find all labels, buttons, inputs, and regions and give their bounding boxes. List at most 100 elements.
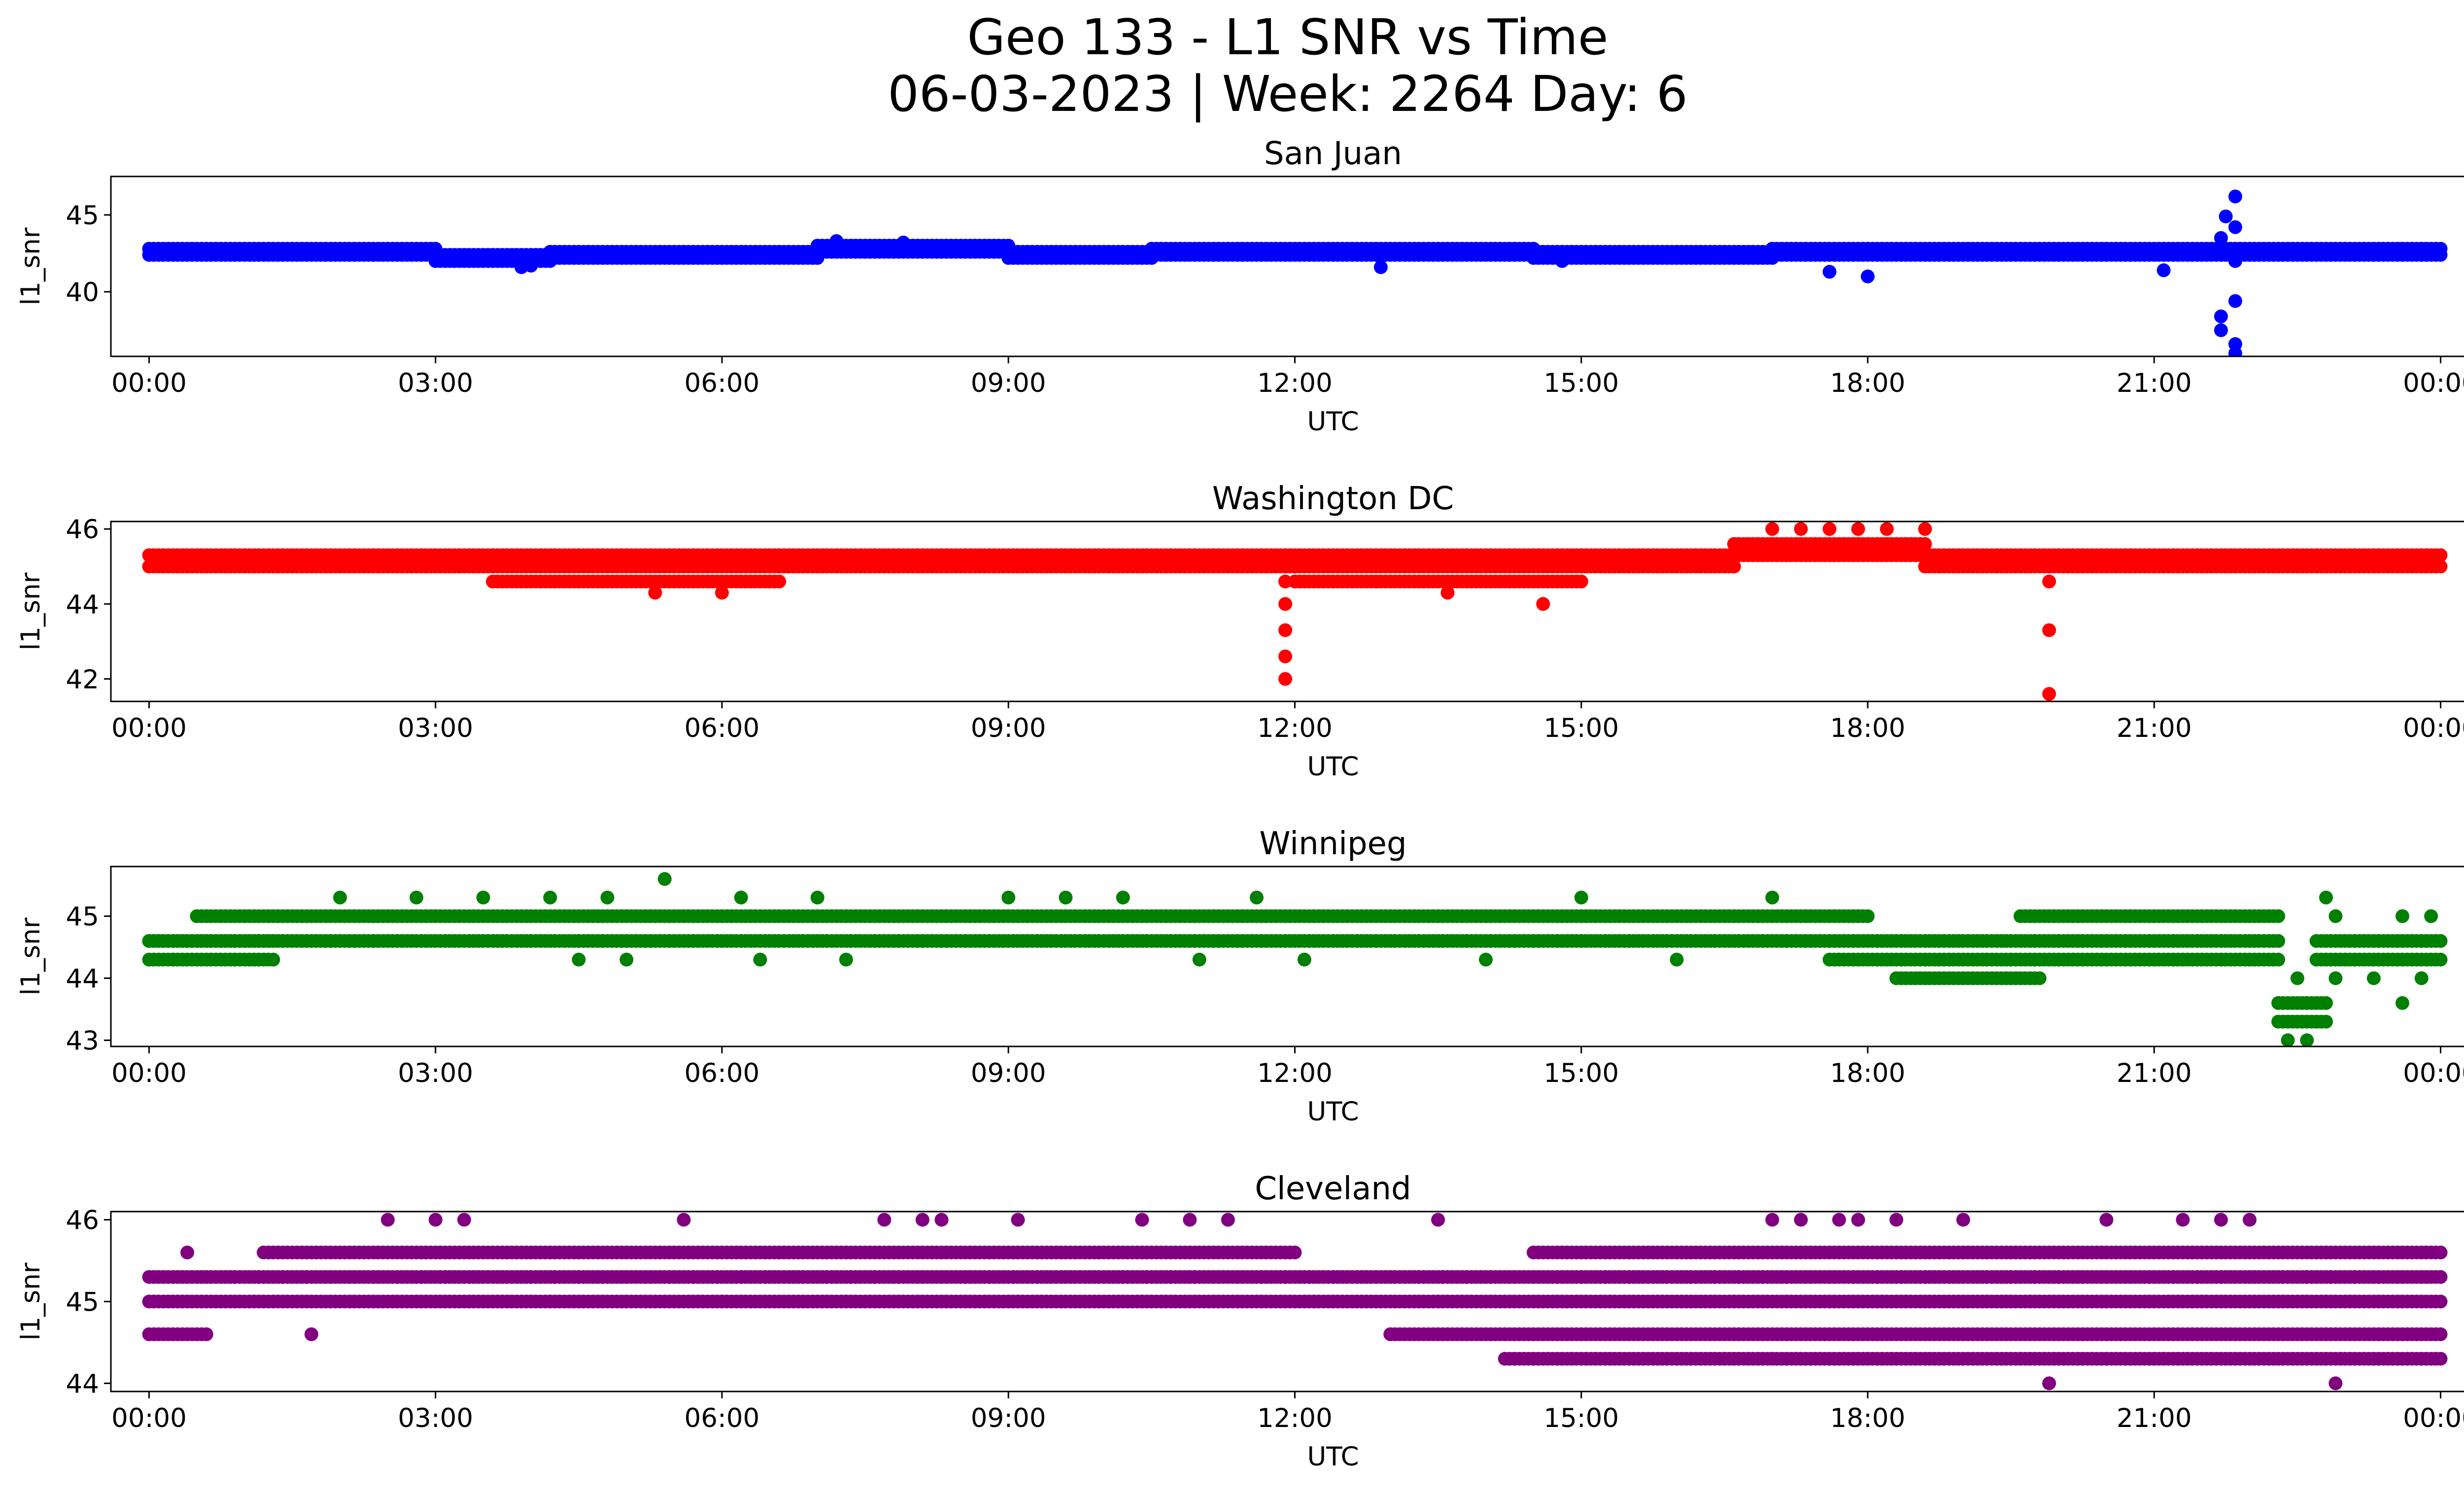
data-point — [2319, 1014, 2333, 1029]
data-point — [1727, 559, 1741, 574]
data-point — [2433, 559, 2448, 574]
data-point — [2032, 971, 2047, 985]
data-point — [2433, 934, 2448, 948]
data-point — [753, 952, 767, 967]
data-point — [2433, 548, 2448, 562]
y-axis-label: l1_snr — [16, 227, 46, 305]
data-point — [2228, 189, 2242, 204]
x-tick-label: 21:00 — [2117, 368, 2192, 398]
x-tick-label: 00:00 — [2403, 713, 2464, 743]
data-point — [543, 890, 557, 904]
x-tick-label: 00:00 — [2403, 1058, 2464, 1088]
data-point — [199, 1327, 213, 1341]
data-points — [142, 522, 2448, 701]
x-tick-label: 03:00 — [398, 1058, 473, 1088]
data-point — [1574, 890, 1588, 904]
y-tick-label: 45 — [66, 902, 99, 932]
x-tick-label: 06:00 — [684, 368, 760, 398]
data-point — [2271, 909, 2286, 923]
data-point — [2228, 254, 2242, 268]
data-point — [1670, 952, 1684, 967]
data-point — [1192, 952, 1206, 967]
data-points — [142, 189, 2448, 356]
data-point — [2214, 323, 2228, 337]
x-tick-label: 21:00 — [2117, 713, 2192, 743]
axes-frame — [110, 866, 2464, 1047]
data-point — [2366, 971, 2381, 985]
data-point — [2281, 1033, 2295, 1046]
x-tick-label: 15:00 — [1543, 368, 1619, 398]
data-point — [2433, 1294, 2448, 1309]
x-tick-label: 00:00 — [2403, 368, 2464, 398]
axes-frame — [110, 175, 2464, 357]
data-point — [2271, 934, 2286, 948]
data-point — [657, 872, 672, 886]
data-point — [2228, 220, 2242, 234]
x-tick-label: 09:00 — [971, 1058, 1046, 1088]
data-point — [2396, 996, 2409, 1010]
data-point — [734, 890, 748, 904]
y-tick-label: 44 — [66, 590, 99, 620]
data-point — [1116, 890, 1130, 904]
data-point — [2228, 294, 2242, 308]
data-point — [2414, 971, 2429, 985]
data-point — [600, 890, 615, 904]
data-point — [2319, 890, 2333, 904]
x-axis-label: UTC — [1307, 752, 1359, 782]
data-point — [1861, 909, 1875, 923]
data-point — [1479, 952, 1493, 967]
x-tick-label: 00:00 — [111, 368, 187, 398]
x-tick-label: 15:00 — [1543, 1058, 1619, 1088]
y-tick-label: 44 — [66, 964, 99, 994]
x-tick-label: 18:00 — [1830, 1058, 1906, 1088]
data-point — [2424, 909, 2438, 923]
data-point — [619, 952, 634, 967]
x-tick-label: 18:00 — [1830, 368, 1906, 398]
data-point — [1278, 672, 1293, 686]
x-tick-label: 12:00 — [1257, 713, 1333, 743]
data-point — [2433, 952, 2448, 967]
data-point — [2290, 971, 2304, 985]
y-axis-label: l1_snr — [16, 572, 46, 650]
data-point — [410, 890, 423, 904]
subplot-title: Washington DC — [1212, 481, 1454, 517]
x-tick-label: 12:00 — [1257, 1058, 1333, 1088]
y-tick-label: 45 — [66, 201, 99, 231]
data-point — [896, 236, 911, 250]
axes-frame — [110, 521, 2464, 702]
x-tick-label: 00:00 — [111, 1058, 187, 1088]
data-point — [1278, 574, 1293, 589]
x-tick-label: 00:00 — [111, 713, 187, 743]
data-point — [1765, 890, 1780, 904]
data-point — [1918, 522, 1932, 536]
x-axis-label: UTC — [1307, 1097, 1359, 1127]
data-point — [333, 890, 347, 904]
y-tick-label: 40 — [66, 278, 99, 308]
data-point — [1250, 890, 1264, 904]
data-point — [2396, 909, 2409, 923]
data-point — [1851, 522, 1865, 536]
data-point — [1001, 890, 1016, 904]
subplot-title: San Juan — [1264, 136, 1402, 172]
x-tick-label: 03:00 — [398, 368, 473, 398]
data-point — [1278, 623, 1293, 637]
data-point — [1440, 586, 1455, 600]
figure-title-line2: 06-03-2023 | Week: 2264 Day: 6 — [888, 65, 1687, 123]
data-point — [1373, 260, 1388, 275]
x-tick-label: 06:00 — [684, 1058, 760, 1088]
data-point — [2328, 909, 2343, 923]
y-tick-label: 42 — [66, 664, 99, 695]
y-tick-label: 46 — [66, 515, 99, 545]
data-point — [2319, 996, 2333, 1010]
subplot-title: Winnipeg — [1259, 826, 1406, 862]
data-point — [839, 952, 853, 967]
data-point — [447, 254, 462, 268]
data-point — [2433, 1327, 2448, 1341]
subplot-title: Cleveland — [1255, 1171, 1411, 1207]
data-point — [524, 258, 538, 273]
data-point — [648, 586, 662, 600]
data-point — [715, 586, 729, 600]
data-point — [1765, 522, 1780, 536]
x-tick-label: 21:00 — [2117, 1058, 2192, 1088]
